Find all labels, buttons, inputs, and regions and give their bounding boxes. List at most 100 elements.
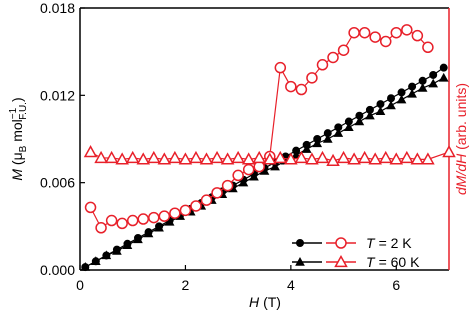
data-point <box>84 201 97 214</box>
data-point <box>343 122 354 132</box>
data-point <box>396 94 407 104</box>
data-point <box>389 152 404 165</box>
series-line <box>90 29 429 229</box>
data-point <box>390 26 403 39</box>
legend-marker <box>296 239 304 247</box>
data-point <box>357 150 372 164</box>
data-point <box>231 150 245 164</box>
data-point <box>336 150 351 164</box>
data-point <box>400 150 414 164</box>
y2-label-part: dM/dH <box>453 153 469 195</box>
data-point <box>221 179 234 192</box>
y-label-part: mol <box>9 119 25 142</box>
data-point <box>252 150 267 164</box>
data-point <box>386 100 396 110</box>
data-point <box>148 211 160 224</box>
data-point <box>90 256 101 265</box>
data-point <box>238 177 249 187</box>
data-point <box>116 217 128 230</box>
data-point <box>315 150 330 164</box>
data-point <box>312 138 323 148</box>
data-point <box>232 169 244 182</box>
data-point <box>164 216 175 226</box>
data-point <box>143 228 154 238</box>
data-point <box>337 44 350 56</box>
data-point <box>348 26 360 39</box>
data-point <box>262 152 277 165</box>
x-tick-label: 4 <box>287 277 295 293</box>
data-point <box>190 200 202 212</box>
data-point <box>95 222 107 234</box>
data-point <box>137 213 150 225</box>
data-point <box>285 80 297 93</box>
x-axis-label: H (T) <box>249 294 281 310</box>
data-point <box>284 152 298 165</box>
data-point <box>429 70 438 79</box>
data-point <box>242 163 255 176</box>
y-axis-label: M (μB mol−1F.U.) <box>8 97 29 180</box>
y-tick-label: 0.012 <box>40 87 75 103</box>
y-label-part: ) <box>9 97 25 102</box>
data-point <box>105 214 118 227</box>
data-point <box>133 234 143 244</box>
data-point <box>211 187 223 199</box>
data-point <box>157 152 172 165</box>
data-point <box>369 31 381 43</box>
legend-marker <box>335 237 347 249</box>
data-point <box>220 152 235 165</box>
data-point <box>104 150 119 164</box>
data-point <box>333 128 344 137</box>
data-point <box>115 152 129 165</box>
data-point <box>401 24 413 36</box>
data-point <box>241 152 256 165</box>
data-point <box>326 153 340 166</box>
data-point <box>147 150 161 164</box>
data-point <box>411 29 424 42</box>
data-point <box>375 106 386 116</box>
y-label-part: M <box>9 169 25 181</box>
y-label-part: −1 <box>8 107 19 119</box>
y2-axis-label: dM/dH (arb. units) <box>453 83 469 195</box>
legend-label: T = 60 K <box>366 254 420 270</box>
data-point <box>168 150 182 164</box>
data-point <box>417 83 428 92</box>
x-label-unit: (T) <box>263 294 281 310</box>
data-point <box>305 152 319 165</box>
data-point <box>368 152 382 165</box>
legend-marker <box>334 254 348 268</box>
data-point <box>442 145 456 158</box>
data-point <box>136 152 151 165</box>
data-point <box>421 152 435 165</box>
data-point <box>274 61 287 74</box>
data-point <box>249 171 259 181</box>
data-point <box>365 110 375 120</box>
legend-label: T = 2 K <box>366 235 412 251</box>
legend-text: = 2 K <box>379 235 413 251</box>
data-point <box>158 210 171 222</box>
data-point <box>347 152 361 165</box>
data-point <box>439 63 448 72</box>
data-point <box>273 150 288 164</box>
legend-marker <box>295 256 305 266</box>
data-point <box>316 59 329 71</box>
x-tick-label: 0 <box>76 277 84 293</box>
data-point <box>101 250 112 260</box>
data-point <box>179 204 192 217</box>
data-point <box>178 152 193 165</box>
data-point <box>294 150 309 164</box>
data-point <box>94 150 108 164</box>
x-label-var: H <box>249 294 260 310</box>
data-point <box>354 116 365 126</box>
data-point <box>189 150 203 164</box>
data-point <box>125 150 140 164</box>
y-label-part: F.U. <box>18 102 29 120</box>
data-point <box>253 160 265 173</box>
y-tick-label: 0.018 <box>40 0 75 16</box>
data-point <box>379 35 392 48</box>
data-point <box>199 152 214 165</box>
data-point <box>438 72 449 82</box>
data-point <box>83 145 98 158</box>
series-line <box>90 151 450 162</box>
data-point <box>126 214 139 227</box>
data-point <box>327 51 339 64</box>
